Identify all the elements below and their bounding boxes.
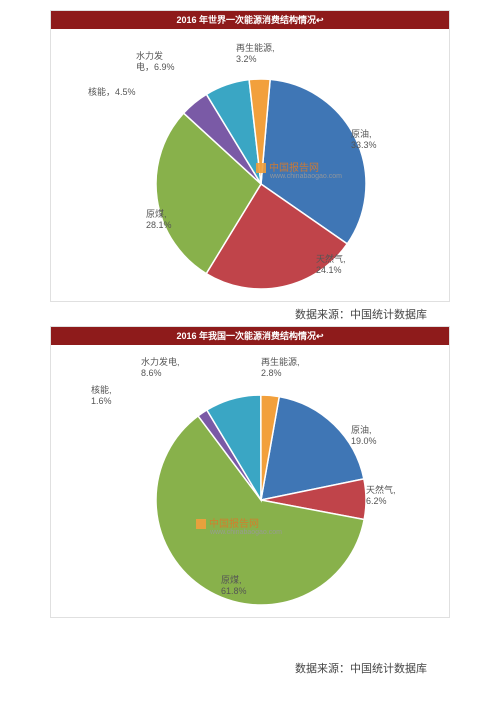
- chart1-title-bar: 2016 年世界一次能源消费结构情况↩: [51, 11, 449, 29]
- chart2-source: 数据来源：中国统计数据库: [295, 660, 427, 676]
- pie-label-天然气: 天然气, 24.1%: [316, 254, 346, 276]
- pie-label-再生能源: 再生能源, 2.8%: [261, 357, 300, 379]
- pie-label-水力发电: 水力发 电，6.9%: [136, 51, 175, 73]
- chart2-panel: 2016 年我国一次能源消费结构情况↩ 原油, 19.0% 天然气, 6.2% 原煤…: [50, 326, 450, 618]
- pie-label-再生能源: 再生能源, 3.2%: [236, 43, 275, 65]
- pie-chart: [51, 29, 449, 301]
- page: 2016 年世界一次能源消费结构情况↩ 原油, 33.3%天然气, 24.1%原…: [0, 0, 500, 707]
- pie-label-原油: 原油, 33.3%: [351, 129, 377, 151]
- pie-label-核能: 核能, 1.6%: [91, 385, 112, 407]
- chart2-area: 原油, 19.0% 天然气, 6.2% 原煤, 61.8% 核能, 1.6% 水力发电,…: [51, 345, 449, 617]
- watermark: 中国报告网www.chinabaogao.com: [256, 159, 342, 180]
- chart1-panel: 2016 年世界一次能源消费结构情况↩ 原油, 33.3%天然气, 24.1%原…: [50, 10, 450, 302]
- chart1-area: 原油, 33.3% 天然气, 24.1% 原煤, 28.1% 核能，4.5% 水力发 电…: [51, 29, 449, 301]
- chart1-source: 数据来源：中国统计数据库: [295, 306, 427, 322]
- pie-label-原煤: 原煤, 28.1%: [146, 209, 172, 231]
- chart2-title-bar: 2016 年我国一次能源消费结构情况↩: [51, 327, 449, 345]
- pie-label-核能: 核能，4.5%: [88, 87, 136, 98]
- pie-label-原煤: 原煤, 61.8%: [221, 575, 247, 597]
- pie-label-水力发电: 水力发电, 8.6%: [141, 357, 180, 379]
- pie-label-原油: 原油, 19.0%: [351, 425, 377, 447]
- pie-label-天然气: 天然气, 6.2%: [366, 485, 396, 507]
- watermark: 中国报告网www.chinabaogao.com: [196, 515, 282, 536]
